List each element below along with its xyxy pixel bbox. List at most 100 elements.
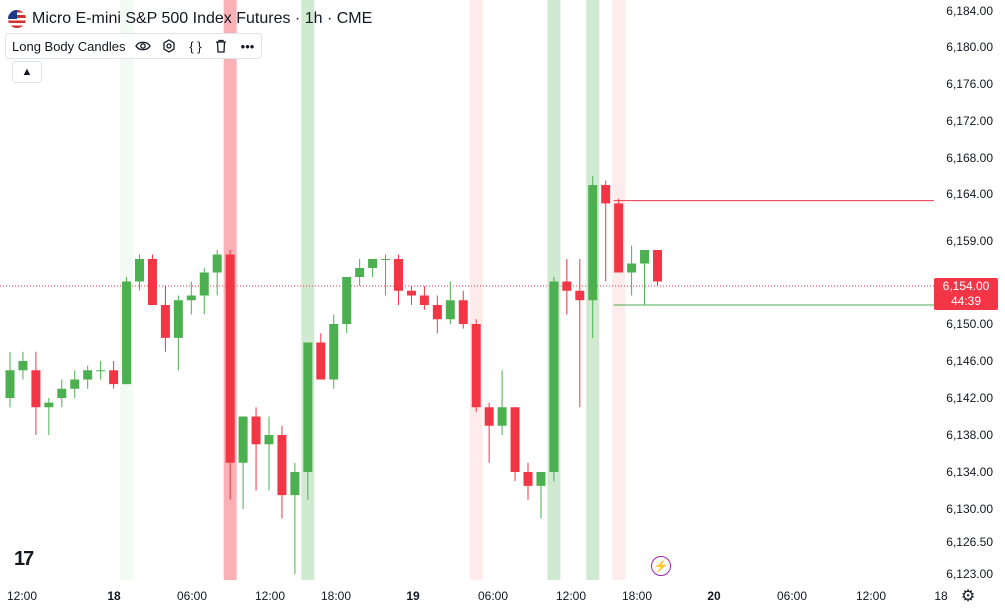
- candle-body: [303, 342, 313, 472]
- candle-body: [640, 250, 650, 264]
- candle-body: [368, 259, 378, 268]
- candle-body: [394, 259, 403, 291]
- highlight-band: [469, 0, 483, 580]
- eye-icon[interactable]: [135, 38, 152, 54]
- y-tick-label: 6,134.00: [946, 465, 993, 479]
- candle-body: [329, 324, 339, 380]
- y-tick-label: 6,164.00: [946, 187, 993, 201]
- candle-body: [316, 342, 326, 380]
- candle-body: [614, 203, 624, 273]
- x-tick-label: 18: [107, 589, 121, 603]
- candle-body: [601, 185, 611, 204]
- symbol-title[interactable]: Micro E-mini S&P 500 Index Futures · 1h …: [32, 10, 373, 27]
- settings-icon[interactable]: [161, 38, 177, 54]
- candle-body: [212, 254, 222, 273]
- x-tick-label: 06:00: [478, 589, 508, 603]
- candle-body: [497, 407, 507, 426]
- gear-icon[interactable]: ⚙: [960, 588, 976, 605]
- y-tick-label: 6,126.50: [946, 535, 993, 549]
- y-tick-label: 6,123.00: [946, 567, 993, 581]
- x-tick-label: 12:00: [556, 589, 586, 603]
- candle-body: [290, 472, 300, 496]
- candle-body: [135, 259, 144, 282]
- source-code-icon[interactable]: { }: [189, 38, 202, 54]
- x-tick-label: 06:00: [177, 589, 207, 603]
- candle-body: [484, 407, 494, 426]
- candle-body: [57, 388, 67, 398]
- us-flag-icon: [8, 10, 26, 28]
- candle-body: [96, 370, 106, 372]
- candle-body: [122, 281, 132, 385]
- candle-body: [342, 277, 352, 324]
- y-tick-label: 6,146.00: [946, 354, 993, 368]
- y-tick-label: 6,130.00: [946, 502, 993, 516]
- bar-countdown: 44:39: [950, 294, 982, 308]
- indicator-legend: Long Body Candles { } •••: [5, 33, 263, 59]
- indicator-name[interactable]: Long Body Candles: [12, 38, 126, 54]
- y-tick-label: 6,168.00: [946, 151, 993, 165]
- x-tick-label: 20: [707, 589, 721, 603]
- candle-body: [225, 254, 235, 463]
- y-tick-label: 6,138.00: [946, 428, 993, 442]
- candle-body: [251, 416, 261, 445]
- candle-body: [549, 281, 559, 472]
- chart-header: Micro E-mini S&P 500 Index Futures · 1h …: [8, 6, 372, 32]
- x-tick-label: 06:00: [777, 589, 807, 603]
- y-tick-label: 6,159.00: [946, 234, 993, 248]
- current-price-label: 6,154.00 44:39: [934, 278, 998, 310]
- candle-body: [510, 407, 520, 472]
- candle-body: [432, 305, 442, 320]
- y-tick-label: 6,180.00: [946, 40, 993, 54]
- x-tick-label: 12:00: [255, 589, 285, 603]
- candle-body: [199, 272, 209, 296]
- x-tick-label: 18:00: [321, 589, 351, 603]
- candle-body: [173, 300, 183, 338]
- candle-body: [5, 370, 15, 398]
- y-tick-label: 6,150.00: [946, 317, 993, 331]
- candle-body: [588, 185, 598, 301]
- candle-body: [381, 259, 391, 260]
- candle-body: [627, 263, 637, 273]
- x-tick-label: 12:00: [856, 589, 886, 603]
- candle-body: [277, 435, 287, 496]
- more-icon[interactable]: •••: [240, 38, 255, 54]
- candle-body: [575, 290, 585, 301]
- lightning-icon[interactable]: ⚡: [651, 556, 671, 576]
- x-tick-label: 18:00: [622, 589, 652, 603]
- trash-icon[interactable]: [213, 38, 229, 54]
- tradingview-logo-icon[interactable]: 17: [14, 548, 34, 570]
- candle-body: [109, 370, 119, 385]
- y-tick-label: 6,184.00: [946, 4, 993, 18]
- candle-body: [31, 370, 41, 408]
- candle-body: [83, 370, 93, 380]
- chevron-up-icon: ▲: [21, 66, 33, 78]
- candle-body: [406, 290, 416, 296]
- candle-body: [653, 250, 662, 282]
- candle-body: [264, 435, 274, 445]
- candle-body: [18, 361, 28, 371]
- current-price-value: 6,154.00: [942, 279, 990, 293]
- collapse-legend-button[interactable]: ▲: [12, 61, 42, 83]
- candle-body: [147, 259, 157, 305]
- candle-body: [523, 472, 533, 486]
- x-tick-label: 18: [934, 589, 948, 603]
- candle-body: [445, 300, 455, 320]
- y-tick-label: 6,142.00: [946, 391, 993, 405]
- y-tick-label: 6,176.00: [946, 77, 993, 91]
- candle-body: [355, 268, 365, 277]
- candle-body: [471, 324, 481, 408]
- candle-body: [238, 416, 248, 463]
- highlight-band: [612, 0, 626, 580]
- x-tick-label: 12:00: [7, 589, 37, 603]
- candle-body: [458, 300, 468, 324]
- x-tick-label: 19: [406, 589, 420, 603]
- candle-body: [186, 295, 196, 301]
- candle-body: [44, 402, 54, 408]
- candle-body: [562, 281, 572, 291]
- candle-body: [536, 472, 546, 486]
- candle-body: [419, 295, 429, 305]
- candle-body: [160, 305, 170, 338]
- y-tick-label: 6,172.00: [946, 114, 993, 128]
- candle-body: [70, 379, 80, 389]
